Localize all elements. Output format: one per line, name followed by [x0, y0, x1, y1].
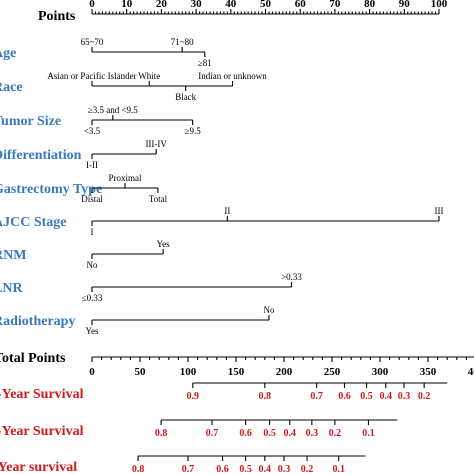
level-label: Distal	[81, 194, 103, 204]
variable-label-tumor-size: Tumor Size	[0, 114, 61, 129]
total-points-tick-label: 0	[89, 366, 95, 378]
level-label: III	[435, 206, 444, 216]
survival-tick-label: 0.4	[284, 428, 297, 439]
level-label: White	[138, 71, 160, 81]
variable-label-radiotherapy: Radiotherapy	[0, 314, 75, 329]
variable-label-lnr: LNR	[0, 281, 23, 296]
survival-tick-label: 0.6	[216, 464, 229, 474]
survival-tick-label: 0.2	[329, 428, 342, 439]
total-points-tick-label: 200	[276, 366, 293, 378]
level-label: Asian or Pacific Islander	[47, 71, 136, 81]
survival-tick-label: 0.4	[380, 391, 393, 402]
level-label: <3.5	[84, 126, 101, 136]
survival-tick-label: 0.9	[187, 391, 200, 402]
points-axis-tick-label: 100	[431, 0, 448, 10]
total-points-tick-label: 150	[228, 366, 245, 378]
total-points-tick-label: 100	[180, 366, 197, 378]
level-label: >0.33	[281, 272, 302, 282]
survival-label-3-year-survival: 3-Year Survival	[0, 424, 84, 439]
survival-tick-label: 0.1	[332, 464, 345, 474]
survival-tick-label: 0.4	[259, 464, 272, 474]
level-label: III-IV	[145, 139, 167, 149]
points-axis-tick-label: 10	[121, 0, 133, 10]
points-axis-tick-label: 90	[399, 0, 411, 10]
points-axis-tick-label: 20	[156, 0, 168, 10]
level-label: II	[224, 206, 230, 216]
total-points-axis-label: Total Points	[0, 351, 66, 366]
total-points-tick-label: 300	[372, 366, 389, 378]
points-axis-tick-label: 50	[260, 0, 272, 10]
variable-label-race: Race	[0, 80, 23, 95]
survival-tick-label: 0.8	[155, 428, 168, 439]
level-label: Proximal	[108, 173, 141, 183]
points-axis-tick-label: 0	[89, 0, 95, 10]
points-axis-label: Points	[38, 9, 76, 24]
survival-tick-label: 0.8	[259, 391, 272, 402]
level-label: No	[87, 260, 98, 270]
level-label: ≥81	[198, 58, 212, 68]
survival-tick-label: 0.2	[301, 464, 314, 474]
survival-tick-label: 0.7	[206, 428, 219, 439]
level-label: 65~70	[81, 37, 104, 47]
survival-tick-label: 0.6	[239, 428, 252, 439]
level-label: Black	[175, 92, 196, 102]
variable-label-age: Age	[0, 46, 16, 61]
survival-tick-label: 0.8	[132, 464, 145, 474]
survival-tick-label: 0.3	[306, 428, 319, 439]
level-label: 71~80	[171, 37, 194, 47]
points-axis-tick-label: 60	[295, 0, 307, 10]
level-label: Indian or unknown	[198, 71, 267, 81]
level-label: I	[91, 227, 94, 237]
points-axis-tick-label: 30	[191, 0, 203, 10]
points-axis-tick-label: 80	[364, 0, 376, 10]
points-axis-tick-label: 70	[329, 0, 341, 10]
total-points-tick-label: 350	[420, 366, 437, 378]
level-label: ≥3.5 and <9.5	[88, 105, 139, 115]
survival-label-1-year-survival: 1-Year Survival	[0, 387, 84, 402]
total-points-tick-label: 250	[324, 366, 341, 378]
level-label: ≤0.33	[82, 293, 103, 303]
survival-label-5-year-survival: 5-Year survival	[0, 460, 77, 474]
total-points-tick-label: 50	[135, 366, 147, 378]
level-label: ≥9.5	[185, 126, 202, 136]
survival-tick-label: 0.7	[182, 464, 195, 474]
survival-tick-label: 0.3	[278, 464, 291, 474]
level-label: Yes	[157, 239, 171, 249]
survival-tick-label: 0.5	[263, 428, 276, 439]
survival-tick-label: 0.5	[360, 391, 373, 402]
variable-label-differentiation: Differentiation	[0, 148, 82, 163]
points-axis-tick-label: 40	[225, 0, 237, 10]
total-points-tick-label: 400	[468, 366, 474, 378]
survival-tick-label: 0.1	[362, 428, 375, 439]
variable-label-rnm: RNM	[0, 248, 26, 263]
variable-label-gastrectomy-type: Gastrectomy Type	[0, 182, 102, 197]
level-label: Total	[149, 194, 168, 204]
level-label: I-II	[86, 160, 98, 170]
variable-label-ajcc-stage: AJCC Stage	[0, 215, 67, 230]
survival-tick-label: 0.2	[418, 391, 431, 402]
survival-tick-label: 0.6	[338, 391, 351, 402]
survival-tick-label: 0.7	[310, 391, 323, 402]
survival-tick-label: 0.3	[398, 391, 411, 402]
level-label: Yes	[85, 326, 99, 336]
survival-tick-label: 0.5	[239, 464, 252, 474]
level-label: No	[263, 305, 274, 315]
